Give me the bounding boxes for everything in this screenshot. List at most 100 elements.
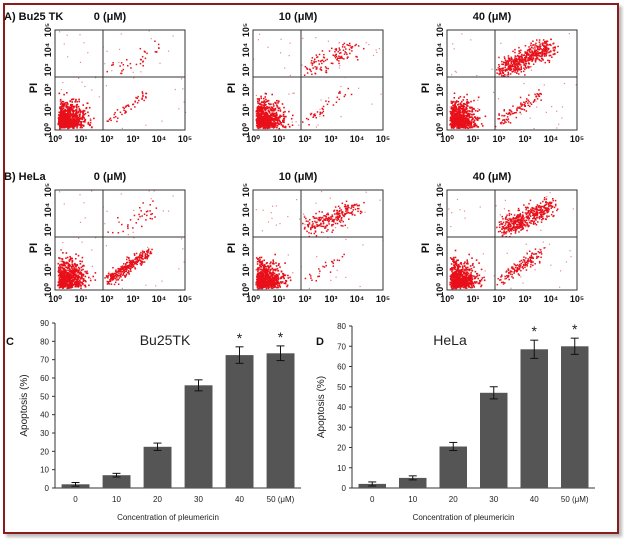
flow-dot: [127, 227, 129, 230]
flow-dot: [273, 277, 275, 279]
flow-dot: [136, 258, 138, 260]
flow-dot: [267, 265, 269, 268]
flow-dot: [515, 63, 518, 65]
flow-dot: [71, 271, 73, 273]
flow-dot: [355, 55, 357, 58]
flow-dot: [545, 40, 548, 42]
flow-dot: [516, 54, 519, 57]
flow-dot: [263, 97, 265, 100]
flow-dot: [77, 284, 80, 287]
flow-dot: [316, 56, 318, 59]
flow-dot: [275, 265, 278, 267]
flow-dot: [466, 118, 468, 120]
flow-dot: [355, 43, 357, 46]
flow-dot: [268, 120, 270, 123]
flow-dot: [118, 269, 121, 272]
flow-dot: [261, 275, 264, 277]
flow-dot: [76, 120, 78, 122]
flow-dot: [453, 100, 455, 103]
flow-dot: [146, 258, 148, 260]
flow-dot: [119, 268, 121, 270]
flow-dot: [316, 66, 318, 68]
flow-dot: [80, 123, 82, 125]
flow-dot: [257, 112, 260, 115]
flow-dot: [511, 63, 514, 66]
flow-dot: [457, 126, 459, 129]
flow-dot: [94, 272, 97, 274]
flow-dot: [131, 263, 133, 265]
flow-dot: [529, 55, 531, 57]
flow-dot: [130, 67, 132, 69]
flow-dot: [509, 73, 512, 75]
flow-dot: [110, 277, 112, 280]
flow-dot: [520, 56, 523, 58]
flow-dot: [128, 265, 131, 267]
flow-dot: [545, 111, 547, 113]
flow-dot: [503, 56, 506, 58]
flow-dot: [504, 70, 507, 72]
y-tick-label: 10¹: [43, 263, 53, 276]
flow-dot: [120, 33, 122, 35]
flow-dot: [336, 96, 339, 99]
flow-dot: [62, 260, 65, 263]
flow-dot: [143, 261, 146, 263]
flow-dot: [182, 88, 184, 90]
flow-dot: [72, 116, 74, 119]
flow-dot: [463, 124, 466, 126]
flow-dot: [541, 58, 544, 60]
flow-dot: [535, 57, 538, 60]
flow-dot: [514, 61, 517, 63]
flow-dot: [453, 118, 455, 120]
flow-dots: [57, 30, 187, 130]
flow-dot: [279, 121, 281, 123]
flow-dot: [450, 127, 453, 129]
flow-dot: [77, 266, 80, 269]
flow-dot: [272, 261, 275, 263]
flow-dot: [148, 248, 150, 250]
flow-dot: [69, 123, 71, 125]
flow-dot: [91, 265, 93, 267]
flow-dot: [264, 279, 266, 281]
flow-dot: [74, 283, 76, 285]
flow-dot: [71, 125, 74, 127]
flow-dot: [57, 262, 60, 265]
y-tick-label: 10⁴: [43, 43, 53, 57]
y-tick-label: 10⁰: [43, 123, 53, 137]
flow-dot: [260, 95, 262, 98]
x-tick-label: 10⁵: [570, 134, 584, 144]
flow-dot: [67, 103, 69, 105]
flow-dot: [533, 99, 536, 101]
flow-dot: [81, 118, 84, 121]
flow-dot: [534, 54, 537, 57]
flow-dot: [293, 92, 295, 94]
flow-dot: [67, 110, 70, 113]
flow-dot: [260, 261, 262, 264]
flow-dot: [504, 75, 506, 78]
flow-dot: [340, 55, 343, 58]
flow-dot: [268, 282, 270, 285]
flow-dot: [537, 46, 540, 48]
flow-dot: [76, 281, 79, 283]
flow-dot: [63, 115, 66, 118]
x-tick-label: 10⁴: [152, 294, 166, 304]
flow-dot: [509, 122, 512, 124]
flow-dot: [77, 123, 80, 126]
flow-dot: [266, 279, 269, 282]
flow-dot: [276, 119, 278, 121]
flow-dot: [520, 71, 523, 73]
flow-dot: [452, 119, 455, 122]
flow-dot: [536, 93, 538, 95]
flow-dot: [475, 124, 478, 127]
flow-dot: [278, 107, 281, 109]
flow-dot: [72, 114, 75, 117]
flow-dot: [326, 103, 329, 106]
flow-dot: [338, 67, 340, 69]
flow-dot: [520, 64, 522, 66]
x-tick-label: 10⁰: [48, 294, 62, 304]
flow-dot: [527, 102, 529, 104]
flow-dot: [62, 125, 64, 127]
flow-dot: [154, 40, 156, 42]
flow-dot: [553, 52, 556, 55]
flow-dot: [328, 50, 331, 52]
flow-dot: [458, 111, 461, 113]
